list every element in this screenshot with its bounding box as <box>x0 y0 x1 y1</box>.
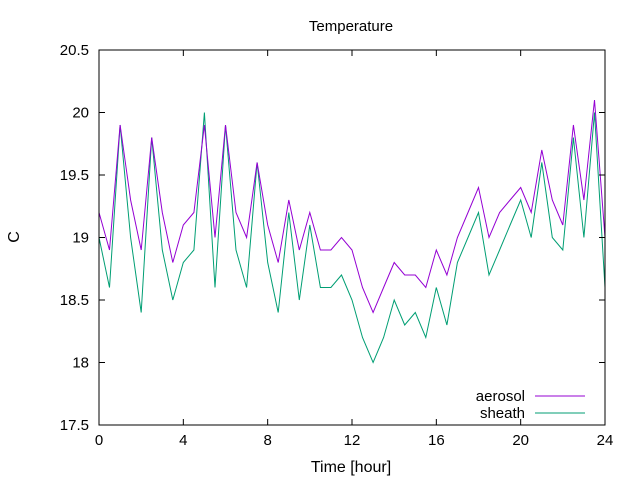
y-tick-label: 20 <box>72 105 89 122</box>
x-tick-label: 4 <box>179 432 187 449</box>
x-tick-label: 0 <box>95 432 103 449</box>
y-tick-label: 20.5 <box>60 42 89 59</box>
y-tick-label: 18.5 <box>60 292 89 309</box>
series-line-aerosol <box>98 99 606 314</box>
x-tick-label: 24 <box>597 432 614 449</box>
y-tick-label: 19 <box>72 230 89 247</box>
y-tick-label: 19.5 <box>60 167 89 184</box>
x-tick-label: 16 <box>428 432 445 449</box>
y-axis-label: C <box>6 231 23 243</box>
chart-title: Temperature <box>309 18 393 35</box>
legend-label-aerosol: aerosol <box>476 388 525 405</box>
x-tick-label: 8 <box>263 432 271 449</box>
series-line-sheath <box>98 112 606 364</box>
x-tick-label: 20 <box>512 432 529 449</box>
x-axis-label: Time [hour] <box>311 459 391 476</box>
y-tick-label: 18 <box>72 355 89 372</box>
legend-label-sheath: sheath <box>480 405 525 422</box>
legend: aerosol sheath <box>476 388 585 422</box>
y-tick-label: 17.5 <box>60 417 89 434</box>
x-tick-label: 12 <box>344 432 361 449</box>
ticks-layer: 0 4 8 12 16 20 24 17.5 18 18.5 19 19.5 20 20.5 <box>60 42 614 449</box>
series-layer <box>98 99 606 364</box>
